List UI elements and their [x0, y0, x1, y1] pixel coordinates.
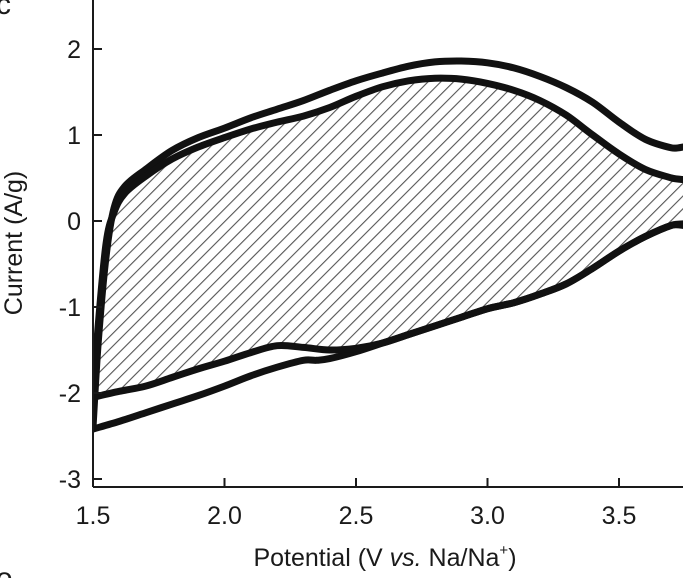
x-axis-title: Potential (V vs. Na/Na+) [253, 542, 516, 572]
x-tick-label: 3.5 [602, 502, 637, 530]
y-tick-label: 2 [67, 36, 81, 64]
hatched-area [93, 78, 683, 398]
panel-letter-top: c [0, 0, 11, 21]
ticks: 1.5 2.0 2.5 3.0 3.5 -3 -2 -1 0 1 2 [59, 36, 637, 530]
x-tick-label: 2.0 [207, 502, 242, 530]
x-axis-title-mid: Na/Na [422, 544, 500, 572]
panel-letter-bottom: e [0, 562, 13, 578]
x-axis-title-italic: vs. [390, 544, 422, 572]
x-tick-label: 3.0 [470, 502, 505, 530]
x-axis-title-post: ) [508, 544, 516, 572]
data-layer [93, 57, 683, 433]
y-tick-label: 0 [67, 208, 81, 236]
x-axis-title-sup: + [499, 542, 508, 559]
y-tick-label: -3 [59, 466, 81, 494]
y-axis-title: Current (A/g) [0, 171, 28, 315]
y-tick-label: -2 [59, 380, 81, 408]
x-tick-label: 2.5 [339, 502, 374, 530]
x-axis-title-pre: Potential (V [253, 544, 389, 572]
cv-curve-inner [93, 74, 683, 401]
y-tick-label: 1 [67, 122, 81, 150]
y-tick-label: -1 [59, 294, 81, 322]
x-tick-label: 1.5 [76, 502, 111, 530]
